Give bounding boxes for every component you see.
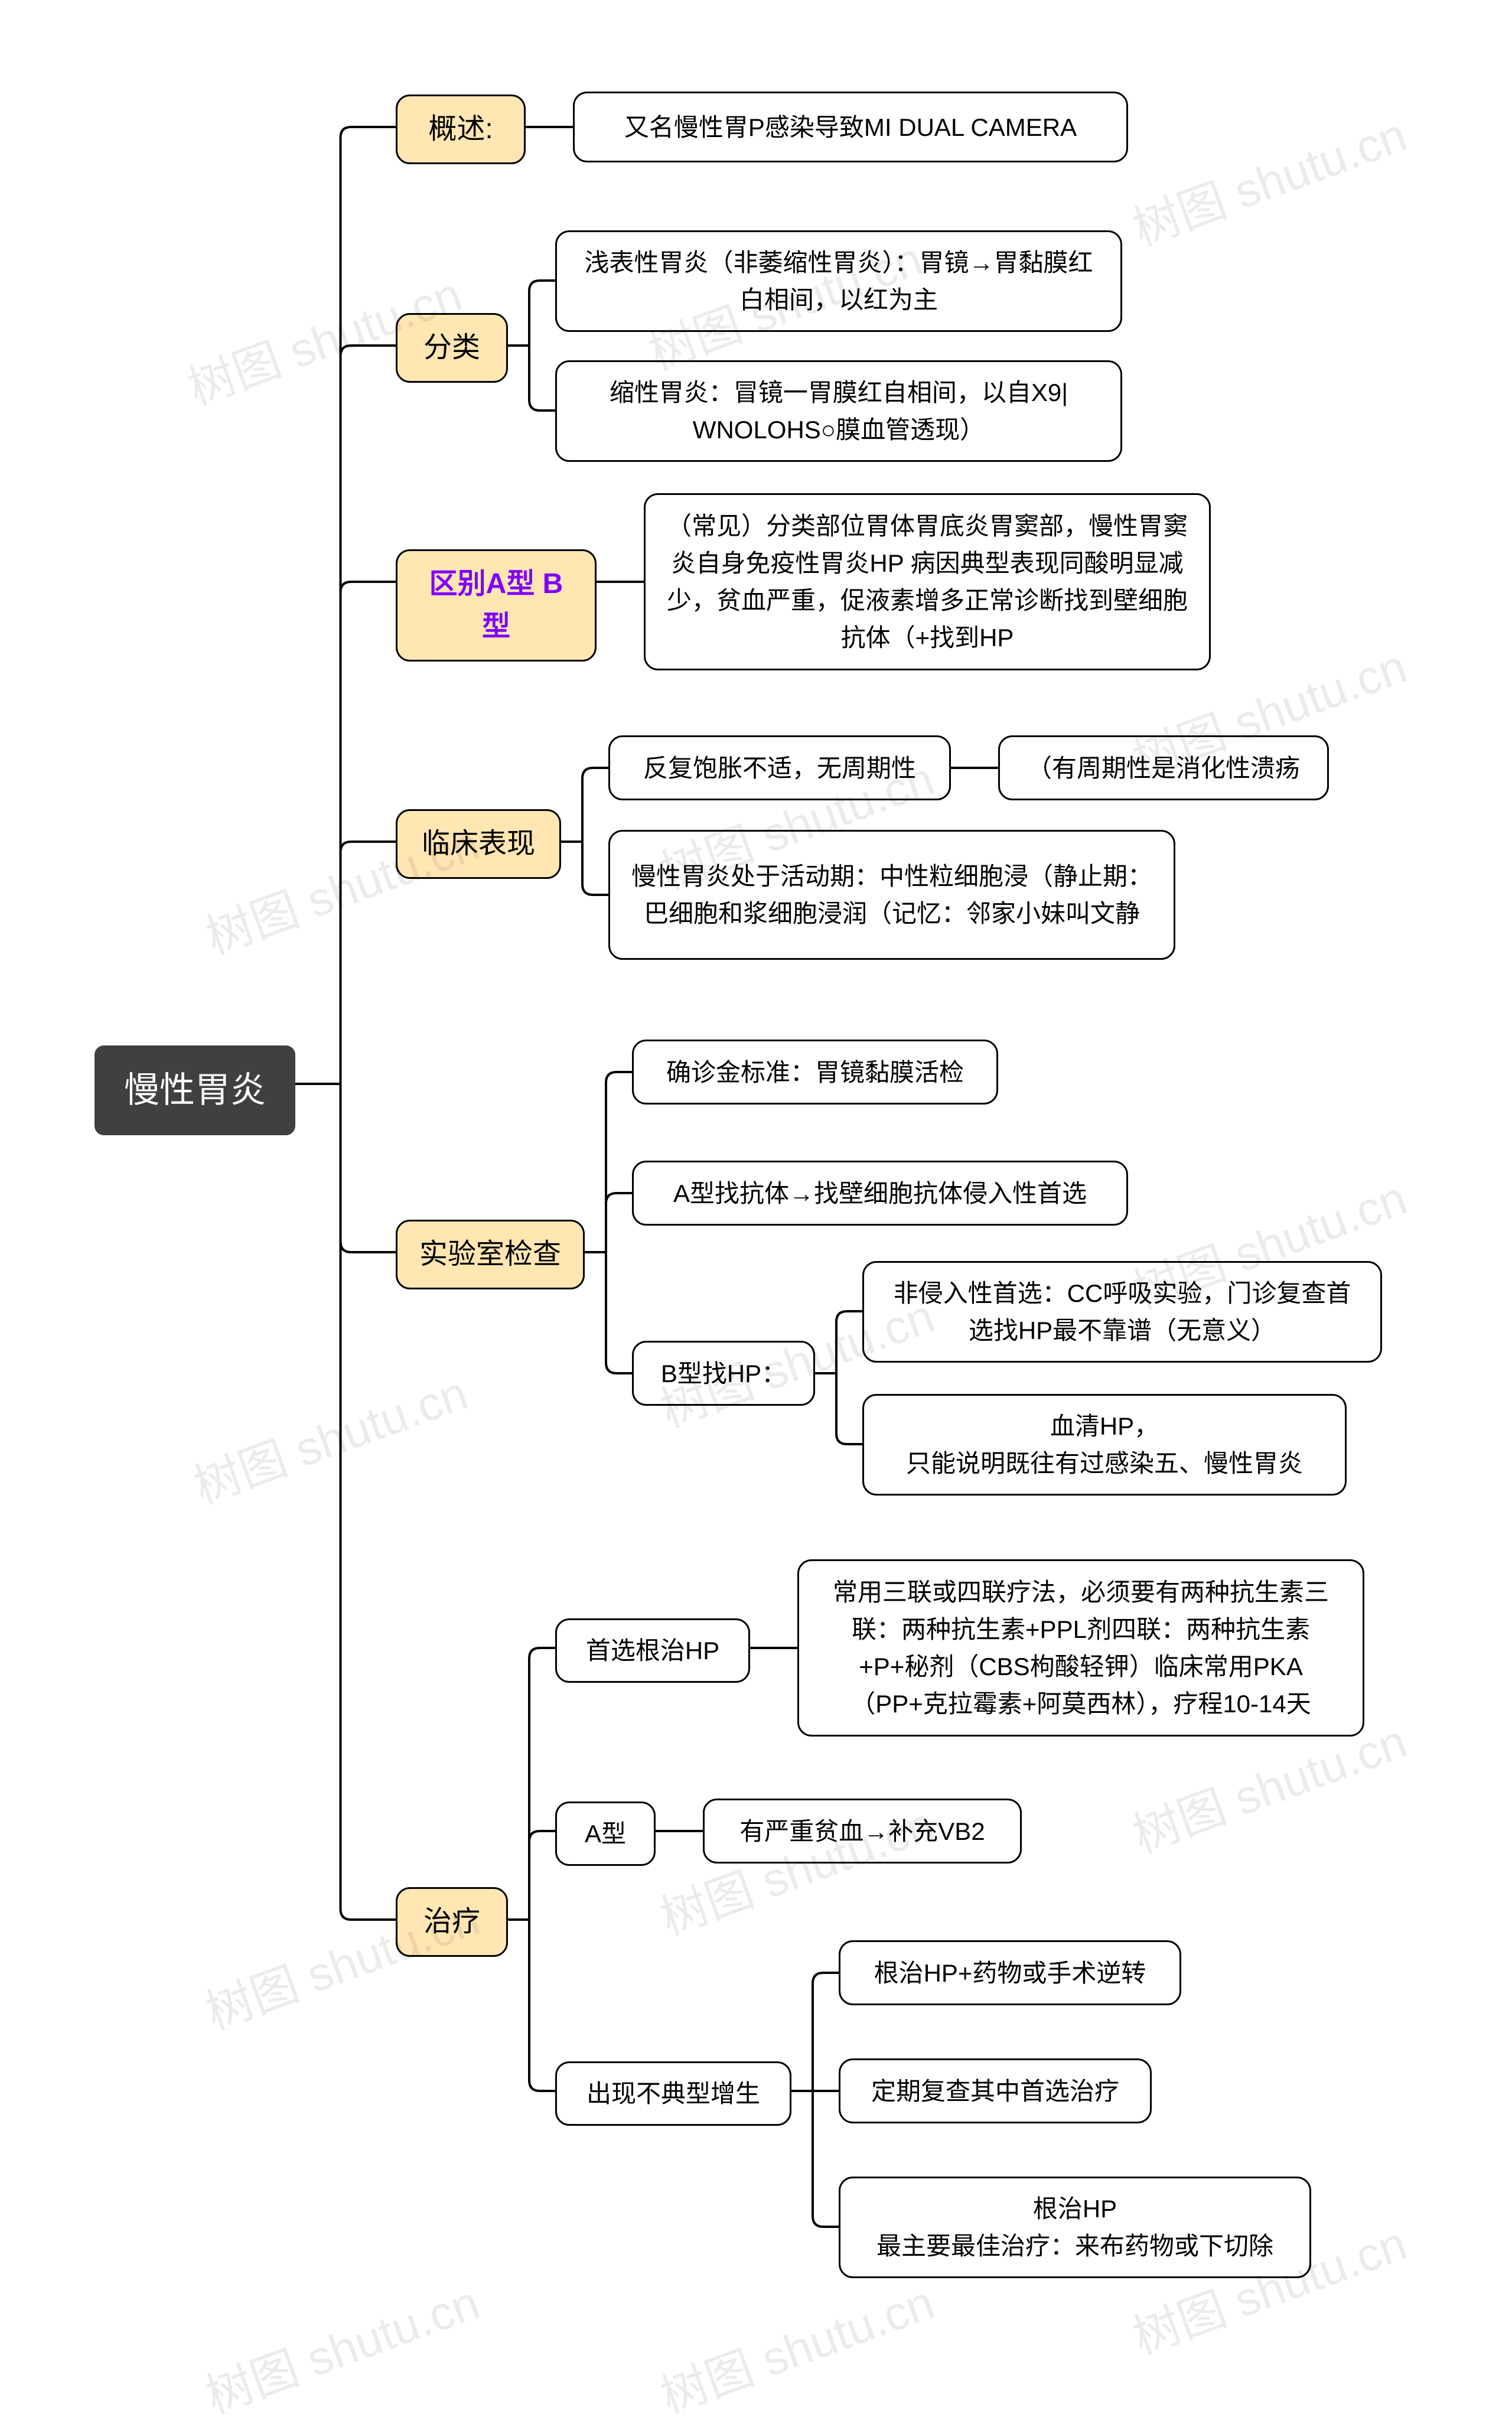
node-n6c: 出现不典型增生 [555, 2061, 791, 2126]
node-n2: 分类 [396, 313, 508, 383]
node-label: 又名慢性胃P感染导致MI DUAL CAMERA [624, 109, 1077, 146]
node-label: A型 [585, 1815, 626, 1852]
node-label: A型找抗体→找壁细胞抗体侵入性首选 [673, 1175, 1087, 1212]
node-label: 区别A型 B型 [419, 563, 573, 648]
node-label: 分类 [423, 327, 480, 369]
node-label: 慢性胃炎 [124, 1064, 266, 1117]
node-n2a: 浅表性胃炎（非萎缩性胃炎）：胃镜→胃黏膜红白相间，以红为主 [555, 230, 1122, 332]
watermark: 树图 shutu.cn [195, 2265, 487, 2427]
node-n6a1: 常用三联或四联疗法，必须要有两种抗生素三联：两种抗生素+PPL剂四联：两种抗生素… [797, 1559, 1364, 1737]
node-n5b: A型找抗体→找壁细胞抗体侵入性首选 [632, 1161, 1128, 1226]
node-n5: 实验室检查 [396, 1220, 585, 1289]
node-n6b: A型 [555, 1801, 656, 1866]
node-n6c1: 根治HP+药物或手术逆转 [839, 1940, 1181, 2005]
node-n3: 区别A型 B型 [396, 549, 597, 662]
node-label: 缩性胃炎：冒镜一胃膜红自相间，以自X9| WNOLOHS○膜血管透现） [578, 374, 1099, 448]
node-label: 根治HP最主要最佳治疗：来布药物或下切除 [876, 2190, 1273, 2265]
node-label: 实验室检查 [419, 1233, 561, 1276]
node-n6c3: 根治HP最主要最佳治疗：来布药物或下切除 [839, 2177, 1311, 2278]
node-n4: 临床表现 [396, 809, 561, 879]
node-label: 临床表现 [422, 823, 535, 865]
node-n5c: B型找HP： [632, 1341, 815, 1406]
node-label: 概述: [428, 108, 493, 151]
node-label: （常见）分类部位胃体胃底炎胃窦部，慢性胃窦炎自身免疫性胃炎HP 病因典型表现同酸… [667, 507, 1188, 656]
node-n5c2: 血清HP，只能说明既往有过感染五、慢性胃炎 [862, 1394, 1347, 1496]
watermark: 树图 shutu.cn [650, 2265, 942, 2427]
node-label: 治疗 [423, 1901, 480, 1943]
node-label: 浅表性胃炎（非萎缩性胃炎）：胃镜→胃黏膜红白相间，以红为主 [578, 244, 1099, 318]
node-n3a: （常见）分类部位胃体胃底炎胃窦部，慢性胃窦炎自身免疫性胃炎HP 病因典型表现同酸… [644, 493, 1211, 670]
node-label: （有周期性是消化性溃疡 [1027, 750, 1300, 787]
node-label: 确诊金标准：胃镜黏膜活检 [666, 1054, 964, 1091]
node-n2b: 缩性胃炎：冒镜一胃膜红自相间，以自X9| WNOLOHS○膜血管透现） [555, 360, 1122, 462]
node-n5a: 确诊金标准：胃镜黏膜活检 [632, 1040, 998, 1105]
node-label: 根治HP+药物或手术逆转 [874, 1954, 1146, 1992]
node-n6a: 首选根治HP [555, 1618, 750, 1683]
node-n4a1: （有周期性是消化性溃疡 [998, 735, 1329, 800]
watermark: 树图 shutu.cn [183, 1355, 475, 1517]
node-n6c2: 定期复查其中首选治疗 [839, 2058, 1152, 2123]
node-label: 血清HP，只能说明既往有过感染五、慢性胃炎 [906, 1408, 1303, 1482]
node-n4b: 慢性胃炎处于活动期：中性粒细胞浸（静止期：巴细胞和浆细胞浸润（记忆：邻家小妹叫文… [608, 830, 1175, 960]
mindmap-canvas: 慢性胃炎 概述: 又名慢性胃P感染导致MI DUAL CAMERA 分类 浅表性胃炎（非… [0, 0, 1512, 2377]
node-label: 反复饱胀不适，无周期性 [643, 750, 916, 787]
node-label: B型找HP： [661, 1355, 786, 1392]
node-n1a: 又名慢性胃P感染导致MI DUAL CAMERA [573, 92, 1128, 162]
node-label: 出现不典型增生 [586, 2075, 760, 2112]
node-n4a: 反复饱胀不适，无周期性 [608, 735, 951, 800]
node-n5c1: 非侵入性首选：CC呼吸实验，门诊复查首选找HP最不靠谱（无意义） [862, 1261, 1382, 1363]
node-label: 有严重贫血→补充VB2 [739, 1813, 985, 1850]
node-n1: 概述: [396, 95, 526, 164]
node-label: 定期复查其中首选治疗 [871, 2073, 1119, 2110]
node-label: 慢性胃炎处于活动期：中性粒细胞浸（静止期：巴细胞和浆细胞浸润（记忆：邻家小妹叫文… [631, 858, 1152, 932]
root-node: 慢性胃炎 [94, 1045, 295, 1135]
node-label: 常用三联或四联疗法，必须要有两种抗生素三联：两种抗生素+PPL剂四联：两种抗生素… [820, 1574, 1341, 1722]
watermark: 树图 shutu.cn [1122, 97, 1415, 259]
node-n6b1: 有严重贫血→补充VB2 [703, 1799, 1022, 1864]
node-n6: 治疗 [396, 1887, 508, 1957]
node-label: 非侵入性首选：CC呼吸实验，门诊复查首选找HP最不靠谱（无意义） [885, 1275, 1359, 1349]
node-label: 首选根治HP [586, 1632, 719, 1669]
